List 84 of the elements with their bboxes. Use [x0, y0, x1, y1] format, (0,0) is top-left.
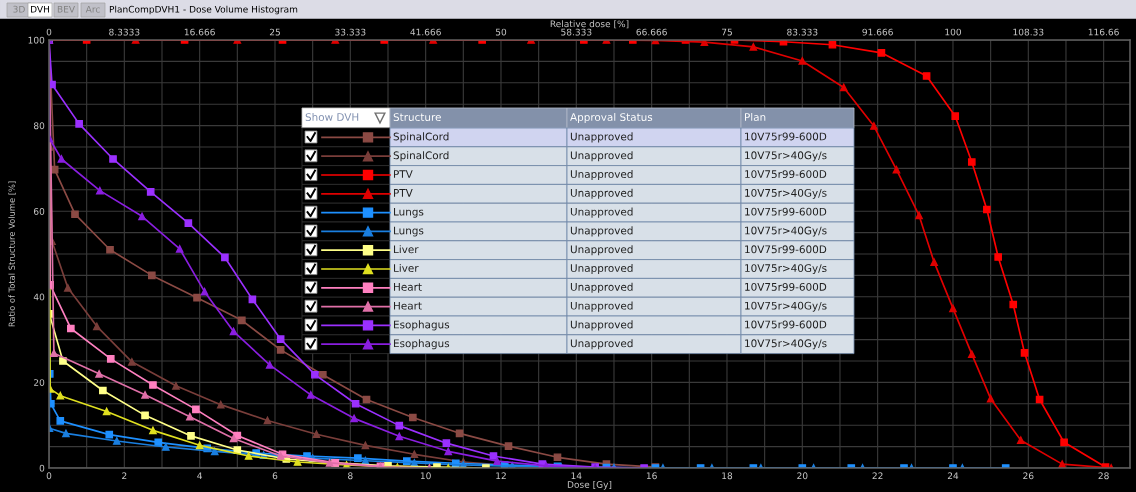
annotation: 10V75r99-600D — [745, 282, 827, 291]
annotation: 10V75r>40Gy/s — [745, 264, 827, 275]
x-tick-label: 4 — [197, 472, 203, 480]
annotation: 10V75r99-600D — [745, 320, 827, 329]
x-axis-title: Dose [Gy] — [567, 480, 612, 490]
annotation: Show DVH — [305, 112, 359, 122]
annotation: 10V75r>40Gy/s — [745, 301, 827, 312]
annotation: Unapproved — [570, 207, 633, 218]
annotation: Unapproved — [570, 339, 633, 350]
annotation: 10V75r99-600D — [745, 170, 827, 179]
legend-label: Lungs — [394, 207, 424, 218]
annotation: Plan — [745, 112, 766, 122]
x2-tick-label: 108.33 — [1013, 28, 1044, 36]
y-tick-label: 60 — [33, 207, 45, 215]
annotation: Unapproved — [570, 301, 633, 312]
x2-tick-label: 25 — [269, 28, 280, 36]
x2-tick-label: 58.333 — [561, 28, 592, 36]
x2-axis-title: Relative dose [%] — [550, 20, 629, 29]
annotation: Unapproved — [570, 282, 633, 293]
annotation: Unapproved — [570, 151, 633, 162]
x2-tick-label: 66.666 — [636, 28, 667, 36]
x-tick-label: 2 — [122, 472, 127, 480]
legend-label: Lungs — [394, 226, 424, 237]
x2-tick-label: 75 — [721, 28, 732, 36]
legend-label: Esophagus — [394, 320, 450, 331]
annotation: 10V75r>40Gy/s — [745, 339, 827, 350]
annotation: 10V75r99-600D — [745, 132, 827, 141]
chart-title: PlanCompDVH1 - Dose Volume Histogram — [109, 5, 298, 15]
x2-tick-label: 91.666 — [862, 28, 893, 36]
x-tick-label: 12 — [496, 472, 506, 480]
x2-tick-label: 50 — [495, 28, 507, 36]
y-tick-label: 20 — [34, 379, 45, 386]
x2-tick-label: 83.333 — [787, 28, 818, 36]
legend-label: Esophagus — [394, 339, 450, 350]
text: Arc — [85, 5, 100, 13]
annotation: Approval Status — [570, 112, 653, 124]
x-tick-label: 26 — [1023, 472, 1034, 480]
x-tick-label: 16 — [646, 472, 657, 480]
x-tick-label: 22 — [872, 472, 883, 480]
x-tick-label: 28 — [1098, 472, 1109, 480]
x2-tick-label: 33.333 — [335, 28, 366, 36]
legend-label: Heart — [394, 301, 422, 310]
x2-tick-label: 8.3333 — [109, 28, 140, 36]
annotation: 10V75r>40Gy/s — [745, 188, 827, 199]
x-tick-label: 24 — [947, 472, 959, 480]
annotation: Unapproved — [570, 188, 633, 199]
x-tick-label: 18 — [722, 472, 733, 480]
x2-tick-label: 0 — [46, 28, 52, 36]
annotation: Unapproved — [570, 263, 633, 275]
y-axis-title: Ratio of Total Structure Volume [%] — [8, 181, 16, 327]
annotation: Structure — [393, 113, 441, 122]
legend-label: Liver — [394, 245, 419, 254]
x-tick-label: 20 — [797, 472, 808, 480]
annotation: 10V75r99-600D — [745, 245, 827, 254]
x2-tick-label: 100 — [945, 28, 962, 36]
legend-label: PTV — [394, 189, 413, 197]
legend-label: PTV — [394, 170, 413, 178]
annotation: Unapproved — [570, 226, 633, 237]
x-tick-label: 10 — [420, 472, 431, 480]
annotation: Unapproved — [570, 132, 633, 143]
legend-label: Liver — [394, 263, 419, 273]
x2-tick-label: 116.66 — [1088, 28, 1119, 36]
legend-label: SpinalCord — [393, 132, 449, 143]
y-tick-label: 40 — [33, 293, 45, 301]
x-tick-label: 6 — [272, 472, 278, 480]
legend-label: Heart — [394, 283, 422, 291]
x-tick-label: 8 — [348, 472, 353, 480]
x2-tick-label: 41.666 — [410, 28, 441, 36]
annotation: Unapproved — [570, 320, 633, 331]
text: 3D — [13, 5, 25, 13]
legend-label: SpinalCord — [393, 151, 449, 162]
annotation: Unapproved — [570, 169, 633, 181]
annotation: Unapproved — [570, 245, 633, 256]
text: DVH — [31, 5, 49, 13]
annotation: 10V75r>40Gy/s — [745, 151, 827, 162]
y-tick-label: 80 — [33, 122, 45, 130]
y-tick-label: 100 — [28, 36, 45, 44]
annotation: 10V75r99-600D — [745, 207, 827, 216]
text: BEV — [57, 5, 75, 13]
x-tick-label: 0 — [46, 472, 52, 480]
annotation: 10V75r>40Gy/s — [745, 226, 827, 237]
x-tick-label: 14 — [571, 472, 582, 480]
x2-tick-label: 16.666 — [184, 28, 215, 36]
y-tick-label: 0 — [39, 464, 45, 472]
